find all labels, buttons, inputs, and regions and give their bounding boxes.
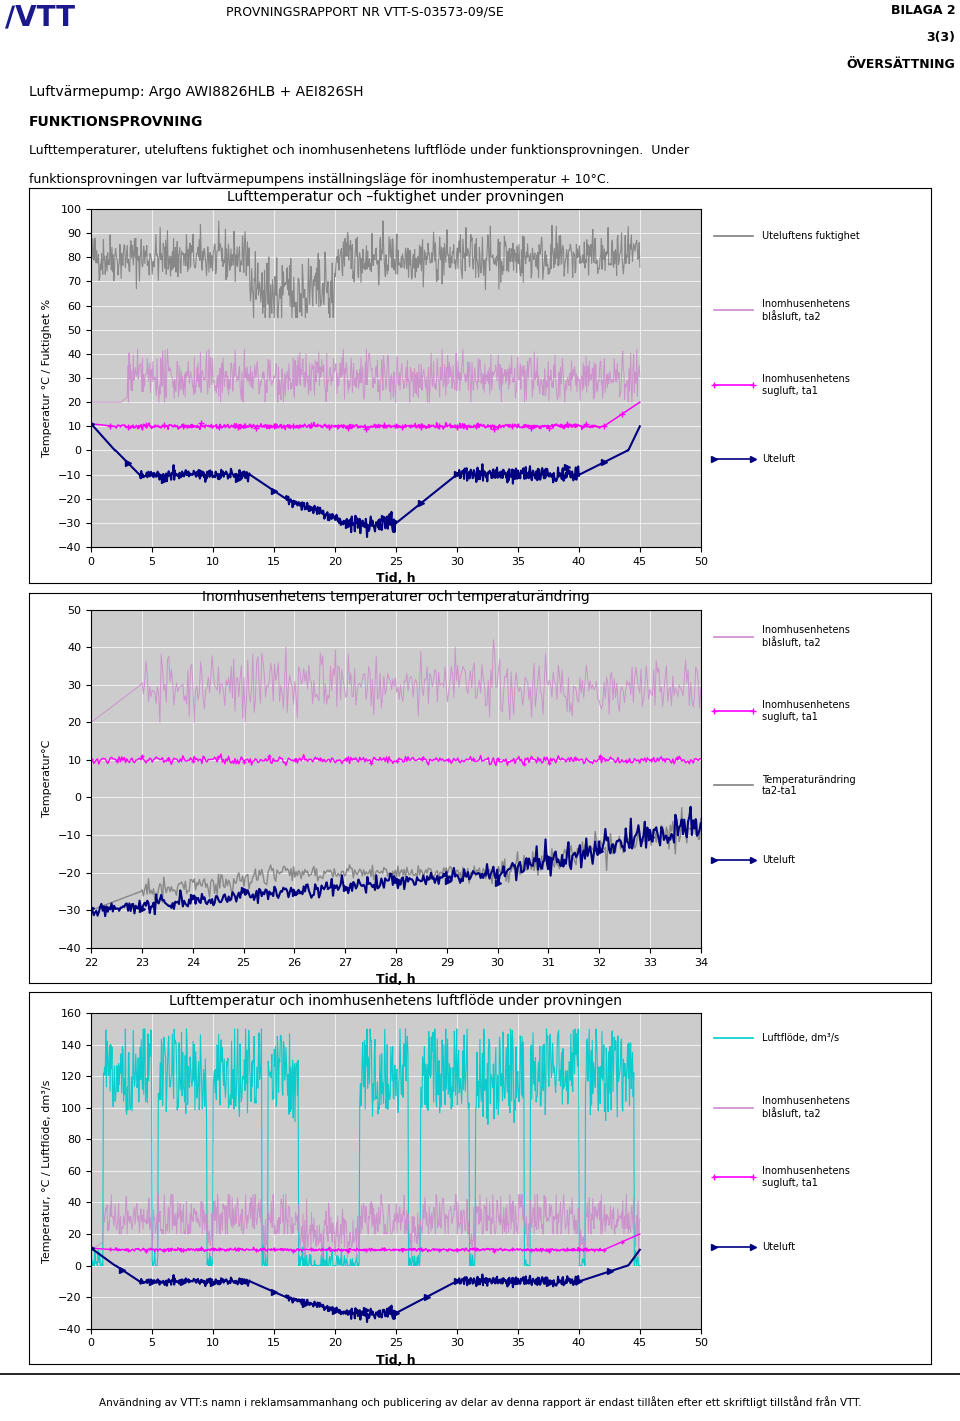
Text: Uteluft: Uteluft	[762, 855, 795, 865]
Title: Lufttemperatur och inomhusenhetens luftflöde under provningen: Lufttemperatur och inomhusenhetens luftf…	[170, 993, 622, 1007]
Text: Användning av VTT:s namn i reklamsammanhang och publicering av delar av denna ra: Användning av VTT:s namn i reklamsammanh…	[99, 1395, 861, 1408]
Text: PROVNINGSRAPPORT NR VTT-S-03573-09/SE: PROVNINGSRAPPORT NR VTT-S-03573-09/SE	[226, 6, 504, 18]
Text: 3(3): 3(3)	[926, 31, 955, 44]
Text: Inomhusenhetens
sugluft, ta1: Inomhusenhetens sugluft, ta1	[762, 701, 850, 722]
X-axis label: Tid, h: Tid, h	[376, 573, 416, 585]
X-axis label: Tid, h: Tid, h	[376, 973, 416, 986]
Text: Luftvärmepump: Argo AWI8826HLB + AEI826SH: Luftvärmepump: Argo AWI8826HLB + AEI826S…	[29, 85, 363, 99]
Title: Inomhusenhetens temperaturer och temperaturändring: Inomhusenhetens temperaturer och tempera…	[203, 590, 589, 604]
Text: Lufttemperaturer, uteluftens fuktighet och inomhusenhetens luftflöde under funkt: Lufttemperaturer, uteluftens fuktighet o…	[29, 145, 689, 158]
Y-axis label: Temperatur, °C / Luftflöde, dm³/s: Temperatur, °C / Luftflöde, dm³/s	[42, 1079, 53, 1263]
Text: Luftflöde, dm³/s: Luftflöde, dm³/s	[762, 1033, 839, 1043]
Text: Inomhusenhetens
sugluft, ta1: Inomhusenhetens sugluft, ta1	[762, 1167, 850, 1188]
Text: Inomhusenhetens
blåsluft, ta2: Inomhusenhetens blåsluft, ta2	[762, 625, 850, 648]
Text: Temperaturändring
ta2-ta1: Temperaturändring ta2-ta1	[762, 774, 855, 796]
Text: ∕VTT: ∕VTT	[5, 4, 75, 31]
Text: Uteluftens fuktighet: Uteluftens fuktighet	[762, 232, 859, 242]
Text: Inomhusenhetens
blåsluft, ta2: Inomhusenhetens blåsluft, ta2	[762, 298, 850, 321]
Y-axis label: Temperatur °C / Fuktighet %: Temperatur °C / Fuktighet %	[42, 298, 53, 458]
Text: funktionsprovningen var luftvärmepumpens inställningsläge för inomhustemperatur : funktionsprovningen var luftvärmepumpens…	[29, 173, 610, 186]
Text: BILAGA 2: BILAGA 2	[891, 4, 955, 17]
Y-axis label: Temperatur°C: Temperatur°C	[42, 740, 53, 817]
Text: FUNKTIONSPROVNING: FUNKTIONSPROVNING	[29, 115, 204, 129]
Text: Inomhusenhetens
sugluft, ta1: Inomhusenhetens sugluft, ta1	[762, 374, 850, 395]
Text: Uteluft: Uteluft	[762, 455, 795, 465]
Text: Uteluft: Uteluft	[762, 1242, 795, 1252]
X-axis label: Tid, h: Tid, h	[376, 1354, 416, 1367]
Title: Lufttemperatur och –fuktighet under provningen: Lufttemperatur och –fuktighet under prov…	[228, 189, 564, 203]
Text: Inomhusenhetens
blåsluft, ta2: Inomhusenhetens blåsluft, ta2	[762, 1097, 850, 1120]
Text: ÖVERSÄTTNING: ÖVERSÄTTNING	[847, 58, 955, 71]
